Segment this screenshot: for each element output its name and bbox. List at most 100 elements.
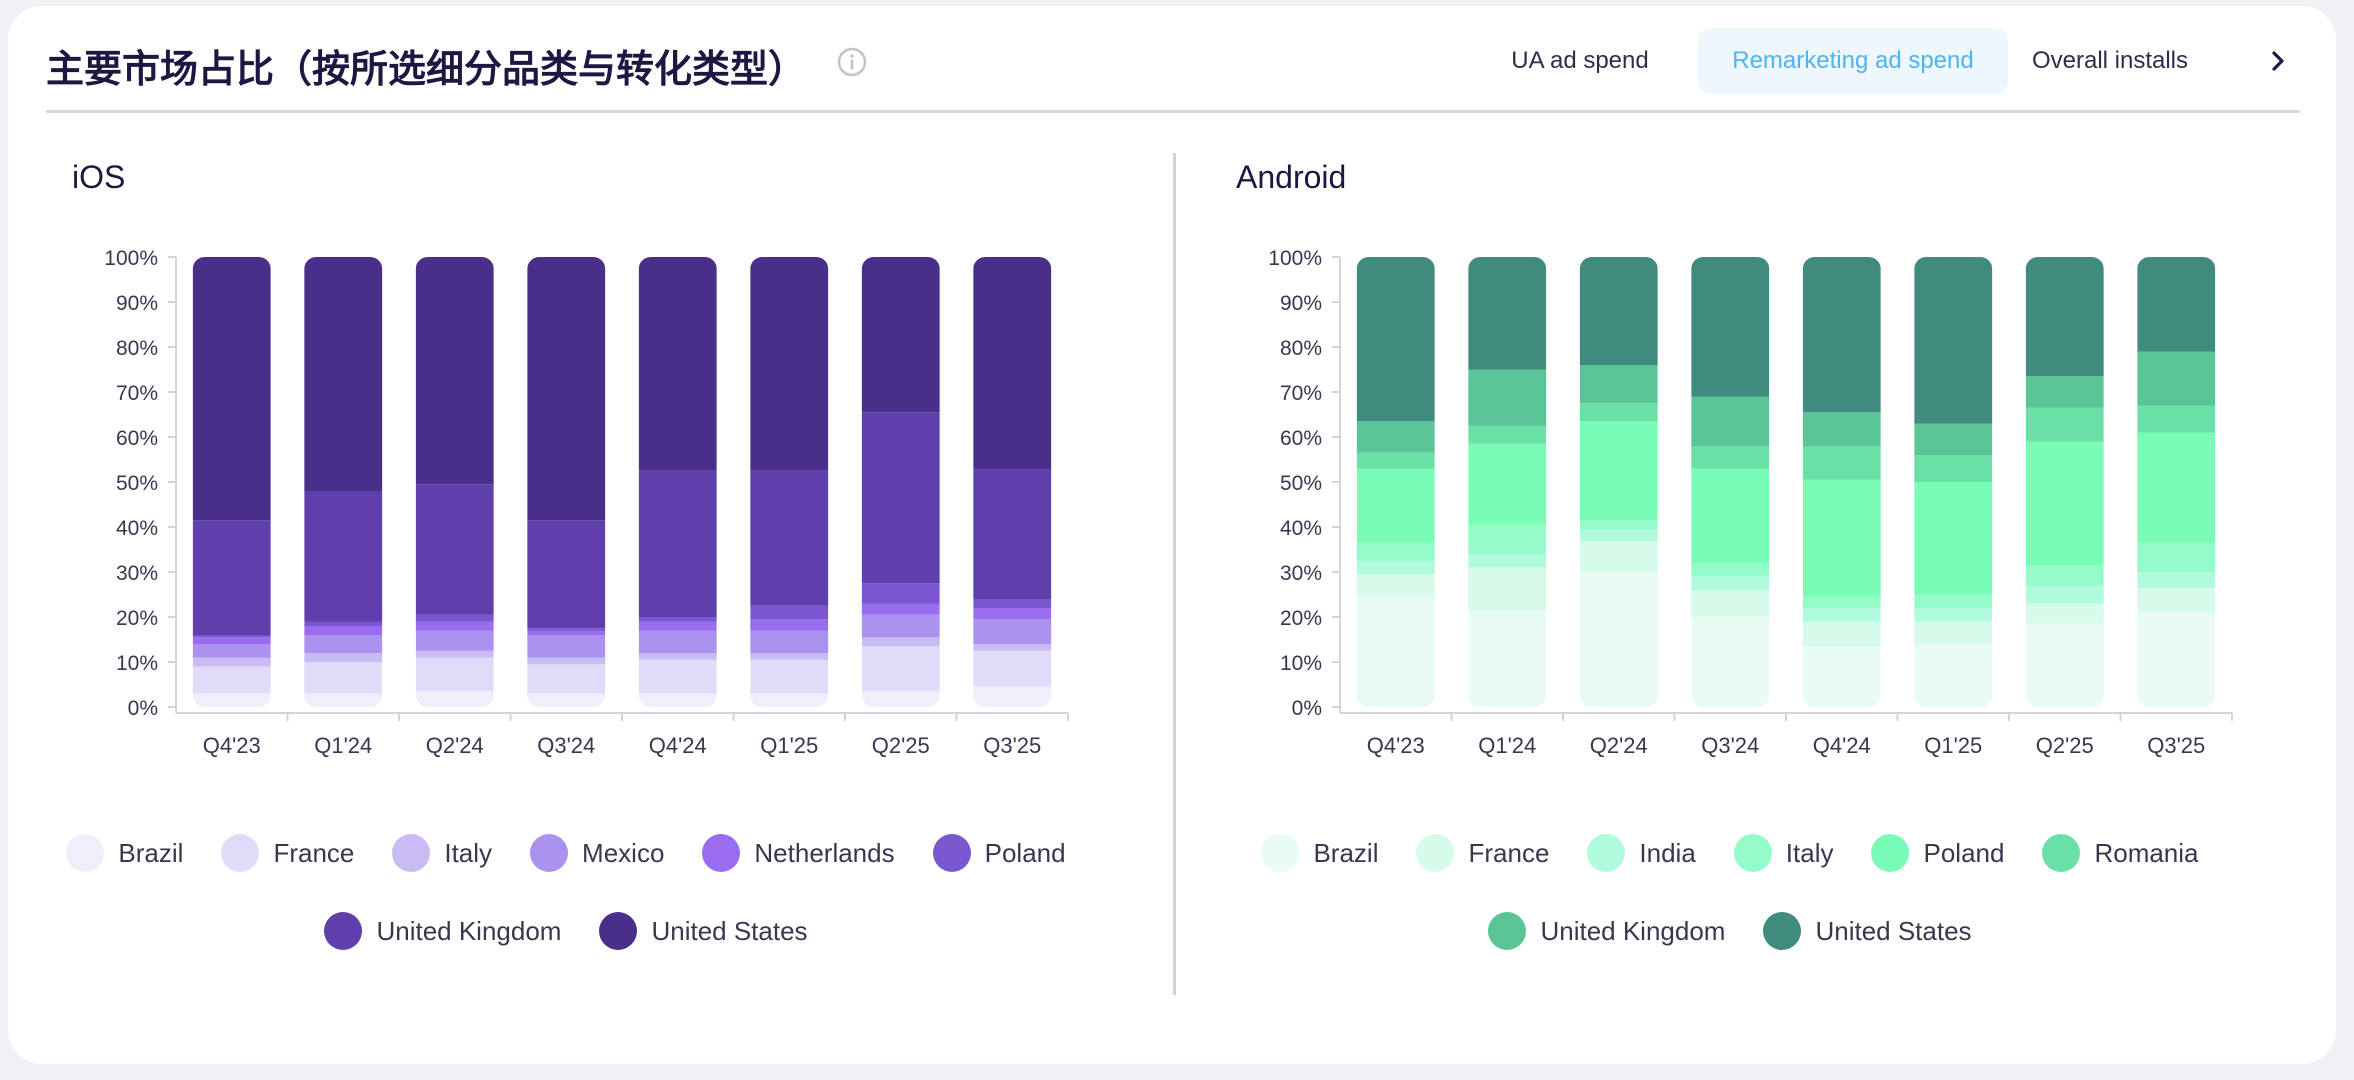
bar-segment[interactable] [1691, 576, 1770, 591]
bar-stack[interactable] [861, 257, 940, 707]
bar-segment[interactable] [1579, 520, 1658, 530]
bar-segment[interactable] [1691, 563, 1770, 577]
bar-segment[interactable] [2025, 603, 2104, 624]
bar-segment[interactable] [750, 693, 829, 708]
bar-segment[interactable] [1802, 646, 1881, 707]
bar-segment[interactable] [1356, 574, 1435, 595]
bar-segment[interactable] [192, 635, 271, 638]
bar-stack[interactable] [1802, 257, 1881, 707]
bar-segment[interactable] [192, 520, 271, 635]
bar-segment[interactable] [192, 637, 271, 644]
bar-segment[interactable] [415, 621, 494, 631]
tab-ua-ad-spend[interactable]: UA ad spend [1511, 47, 1649, 74]
bar-stack[interactable] [1468, 257, 1547, 707]
bar-segment[interactable] [973, 644, 1052, 651]
bar-segment[interactable] [973, 257, 1052, 469]
bar-segment[interactable] [1691, 590, 1770, 617]
bar-segment[interactable] [1691, 617, 1770, 707]
bar-segment[interactable] [1802, 621, 1881, 647]
bar-segment[interactable] [2137, 612, 2216, 708]
bar-segment[interactable] [2025, 565, 2104, 586]
bar-stack[interactable] [1356, 257, 1435, 707]
bar-segment[interactable] [304, 635, 383, 653]
bar-segment[interactable] [527, 630, 606, 636]
bar-segment[interactable] [1802, 412, 1881, 446]
legend-item[interactable]: Italy [1733, 834, 1833, 872]
bar-segment[interactable] [1468, 554, 1547, 568]
legend-item[interactable]: United States [1763, 912, 1972, 950]
bar-segment[interactable] [2025, 376, 2104, 408]
bar-stack[interactable] [973, 257, 1052, 707]
bar-stack[interactable] [2025, 257, 2104, 707]
bar-segment[interactable] [2025, 441, 2104, 566]
bar-segment[interactable] [192, 657, 271, 667]
bar-segment[interactable] [861, 257, 940, 413]
bar-segment[interactable] [750, 619, 829, 631]
bar-segment[interactable] [1579, 540, 1658, 573]
legend-item[interactable]: United Kingdom [1488, 912, 1725, 950]
bar-segment[interactable] [638, 470, 717, 617]
bar-segment[interactable] [861, 603, 940, 615]
bar-segment[interactable] [1356, 542, 1435, 561]
bar-stack[interactable] [304, 257, 383, 707]
bar-segment[interactable] [304, 621, 383, 627]
bar-segment[interactable] [1468, 443, 1547, 525]
bar-segment[interactable] [527, 520, 606, 629]
bar-segment[interactable] [638, 693, 717, 708]
bar-segment[interactable] [973, 619, 1052, 644]
bar-segment[interactable] [527, 635, 606, 658]
bar-segment[interactable] [1579, 257, 1658, 365]
bar-segment[interactable] [415, 691, 494, 707]
bar-segment[interactable] [415, 657, 494, 692]
tab-remarketing-ad-spend[interactable]: Remarketing ad spend [1698, 28, 2008, 94]
bar-segment[interactable] [1802, 608, 1881, 622]
bar-segment[interactable] [861, 637, 940, 647]
bar-segment[interactable] [1691, 468, 1770, 564]
bar-segment[interactable] [304, 653, 383, 662]
bar-segment[interactable] [2025, 623, 2104, 707]
info-circle-icon[interactable] [837, 47, 867, 77]
bar-segment[interactable] [415, 484, 494, 615]
bar-segment[interactable] [527, 664, 606, 694]
bar-segment[interactable] [2025, 407, 2104, 442]
legend-item[interactable]: United States [599, 912, 808, 950]
chevron-right-icon[interactable] [2261, 44, 2295, 78]
bar-segment[interactable] [1802, 446, 1881, 480]
bar-segment[interactable] [2137, 572, 2216, 588]
bar-stack[interactable] [2137, 257, 2216, 708]
bar-segment[interactable] [1356, 560, 1435, 575]
legend-item[interactable]: United Kingdom [324, 912, 561, 950]
bar-segment[interactable] [638, 653, 717, 660]
bar-segment[interactable] [192, 257, 271, 521]
bar-segment[interactable] [1914, 594, 1993, 609]
bar-stack[interactable] [415, 257, 494, 707]
bar-segment[interactable] [973, 608, 1052, 620]
bar-segment[interactable] [2137, 351, 2216, 406]
bar-segment[interactable] [1468, 369, 1547, 426]
bar-segment[interactable] [415, 257, 494, 485]
bar-segment[interactable] [1579, 421, 1658, 521]
legend-item[interactable]: France [221, 834, 354, 872]
bar-segment[interactable] [1579, 529, 1658, 541]
bar-segment[interactable] [1468, 610, 1547, 707]
bar-segment[interactable] [973, 686, 1052, 707]
bar-segment[interactable] [1914, 644, 1993, 707]
bar-segment[interactable] [2137, 432, 2216, 543]
bar-segment[interactable] [1468, 524, 1547, 554]
bar-segment[interactable] [192, 644, 271, 658]
bar-segment[interactable] [1356, 421, 1435, 453]
bar-segment[interactable] [1691, 257, 1770, 397]
bar-stack[interactable] [1691, 257, 1770, 707]
bar-segment[interactable] [527, 657, 606, 665]
bar-segment[interactable] [1914, 482, 1993, 595]
bar-segment[interactable] [861, 583, 940, 604]
bar-stack[interactable] [638, 257, 717, 708]
bar-segment[interactable] [861, 614, 940, 638]
bar-segment[interactable] [304, 662, 383, 694]
bar-stack[interactable] [192, 257, 271, 707]
bar-segment[interactable] [2137, 405, 2216, 433]
bar-segment[interactable] [1914, 423, 1993, 456]
bar-segment[interactable] [1579, 403, 1658, 422]
bar-segment[interactable] [638, 659, 717, 694]
bar-segment[interactable] [2025, 585, 2104, 604]
